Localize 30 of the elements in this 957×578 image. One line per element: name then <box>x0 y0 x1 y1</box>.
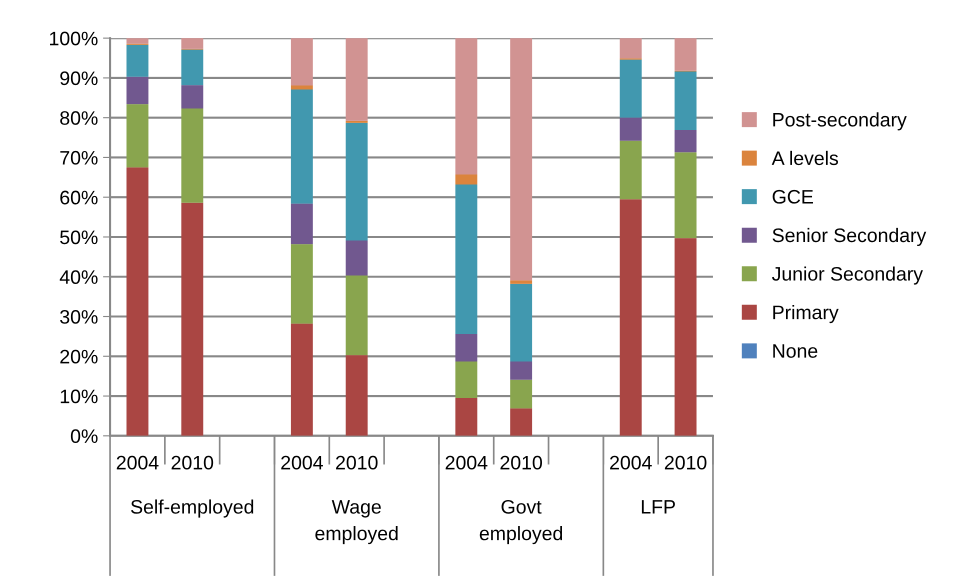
y-tick-label: 70% <box>60 150 98 165</box>
x-tick-label: 2004 <box>446 456 488 470</box>
x-tick-label: 2004 <box>116 456 159 470</box>
x-tick-label: 2004 <box>281 456 323 470</box>
y-tick-label: 100% <box>50 32 98 46</box>
y-tick-label: 80% <box>60 111 98 125</box>
legend-label: Senior Secondary <box>772 228 926 246</box>
text: Govt employed <box>480 500 562 544</box>
y-tick-label: 10% <box>60 390 98 404</box>
legend-label: Junior Secondary <box>772 266 923 285</box>
y-tick-label: 90% <box>60 71 98 86</box>
legend-label: Post-secondary <box>773 112 907 130</box>
x-tick-label: 2004 <box>610 456 652 470</box>
y-tick-label: 50% <box>60 230 98 244</box>
x-tick-label: 2010 <box>664 456 706 470</box>
text: Wage employed <box>315 500 398 544</box>
text: LFP <box>642 500 675 514</box>
legend-label: GCE <box>772 190 813 204</box>
x-tick-label: 2010 <box>500 456 542 470</box>
legend-label: None <box>773 344 818 358</box>
text: Self-employed <box>131 499 254 518</box>
y-tick-label: 30% <box>60 310 98 324</box>
x-tick-label: 2010 <box>172 456 214 470</box>
y-tick-label: 0% <box>70 429 98 444</box>
y-tick-label: 60% <box>60 190 98 204</box>
y-tick-label: 40% <box>60 270 98 284</box>
legend-label: A levels <box>772 150 838 166</box>
y-tick-label: 20% <box>60 350 98 364</box>
legend-label: Primary <box>773 305 839 324</box>
x-tick-label: 2010 <box>336 456 378 470</box>
